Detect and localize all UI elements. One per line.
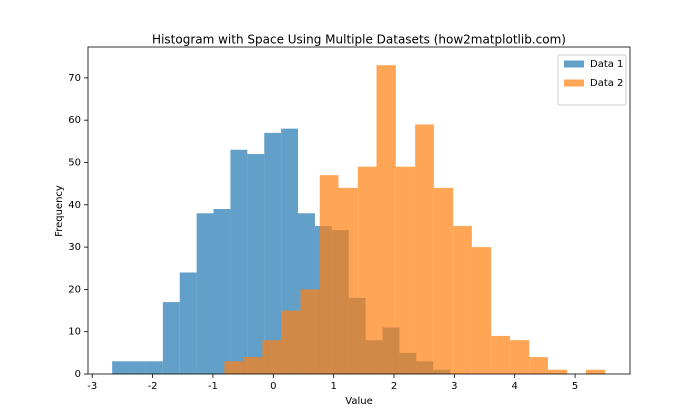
bar xyxy=(162,302,180,374)
bar xyxy=(491,335,510,374)
x-tick-label: -2 xyxy=(148,381,158,392)
bar xyxy=(376,65,396,374)
x-tick-label: -3 xyxy=(87,381,97,392)
x-tick-label: 5 xyxy=(572,381,578,392)
bar xyxy=(529,357,548,374)
bar xyxy=(300,289,320,374)
y-tick-label: 70 xyxy=(68,73,81,84)
bar xyxy=(264,132,282,374)
y-tick-label: 10 xyxy=(68,327,81,338)
y-tick-label: 60 xyxy=(68,115,81,126)
x-tick-label: 4 xyxy=(512,381,518,392)
y-tick-label: 30 xyxy=(68,242,81,253)
bar xyxy=(247,154,265,374)
x-tick-label: -1 xyxy=(208,381,218,392)
x-tick-label: 3 xyxy=(451,381,457,392)
bar xyxy=(112,361,130,374)
x-tick-label: 0 xyxy=(270,381,276,392)
bar xyxy=(213,209,231,374)
bar xyxy=(471,247,492,374)
y-tick-label: 50 xyxy=(68,157,81,168)
legend-swatch xyxy=(564,79,584,87)
bar xyxy=(319,175,339,374)
y-tick-label: 20 xyxy=(68,284,81,295)
plot-frame xyxy=(87,46,631,375)
legend-swatch xyxy=(564,60,584,68)
bar xyxy=(281,310,301,374)
bar xyxy=(243,357,263,374)
bar xyxy=(179,272,197,374)
bar xyxy=(230,149,248,374)
bar xyxy=(262,340,282,374)
bar xyxy=(453,225,472,374)
x-axis-label: Value xyxy=(345,396,372,407)
bar xyxy=(224,361,244,374)
bar xyxy=(415,124,434,374)
x-tick-label: 1 xyxy=(330,381,336,392)
x-tick-label: 2 xyxy=(391,381,397,392)
chart-title: Histogram with Space Using Multiple Data… xyxy=(152,33,566,47)
bar xyxy=(338,187,358,374)
bar xyxy=(395,166,416,374)
bar xyxy=(433,187,454,374)
y-axis-label: Frequency xyxy=(54,185,65,237)
bar xyxy=(145,361,163,374)
bar xyxy=(547,369,568,374)
bar xyxy=(196,213,214,374)
y-tick-label: 40 xyxy=(68,200,81,211)
bar xyxy=(509,340,530,374)
bar xyxy=(585,369,606,374)
legend-label: Data 1 xyxy=(590,59,623,70)
bar xyxy=(357,166,377,374)
bar xyxy=(129,361,146,374)
y-tick-label: 0 xyxy=(75,369,81,380)
legend-label: Data 2 xyxy=(590,78,623,89)
